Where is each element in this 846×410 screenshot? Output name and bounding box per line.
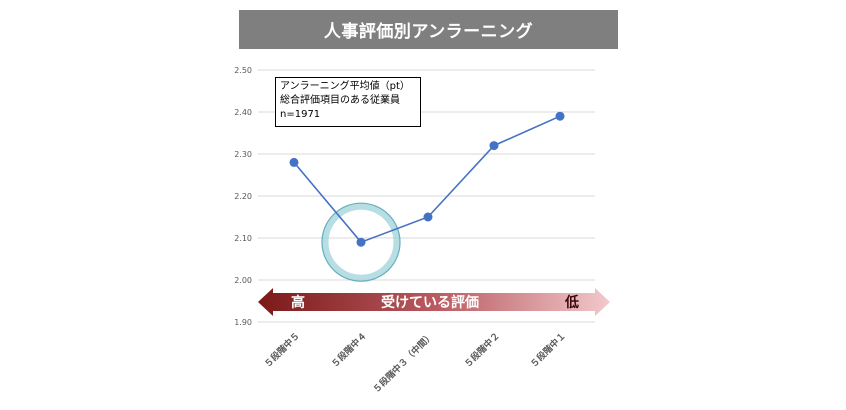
- annotation-line-2: 総合評価項目のある従業員: [280, 95, 400, 106]
- arrow-left-label: 高: [291, 294, 305, 311]
- y-tick-label: 2.40: [234, 108, 252, 117]
- y-axis: 1.90 2.00 2.10 2.20 2.30 2.40 2.50: [234, 66, 252, 327]
- annotation-line-1: アンラーニング平均値（pt）: [280, 81, 410, 92]
- evaluation-arrow: 高 受けている評価 低: [258, 288, 610, 316]
- arrow-center-label: 受けている評価: [381, 294, 479, 311]
- highlight-ring-outline: [321, 202, 401, 282]
- x-axis: ５段階中５ ５段階中４ ５段階中３（中間） ５段階中２ ５段階中１: [262, 330, 568, 396]
- y-tick-label: 2.30: [234, 150, 252, 159]
- x-tick-label: ５段階中３（中間）: [370, 330, 436, 396]
- highlight-ring: [321, 202, 401, 282]
- chart-title-bar: 人事評価別アンラーニング: [239, 10, 618, 49]
- series-line: [289, 111, 565, 247]
- chart-title: 人事評価別アンラーニング: [323, 22, 534, 42]
- y-tick-label: 2.20: [234, 192, 252, 201]
- annotation-line-3: n=1971: [280, 109, 321, 120]
- data-point: [289, 157, 299, 167]
- data-point: [489, 141, 499, 151]
- y-tick-label: 2.50: [234, 66, 252, 75]
- data-point: [356, 237, 366, 247]
- y-tick-label: 2.10: [234, 234, 252, 243]
- y-tick-label: 2.00: [234, 276, 252, 285]
- annotation-box: アンラーニング平均値（pt） 総合評価項目のある従業員 n=1971: [275, 77, 421, 127]
- x-tick-label: ５段階中１: [528, 330, 568, 370]
- data-point: [555, 111, 565, 121]
- arrow-right-label: 低: [564, 294, 579, 311]
- highlight-circle: [321, 202, 401, 282]
- y-tick-label: 1.90: [234, 318, 252, 327]
- data-point: [423, 212, 433, 222]
- x-tick-label: ５段階中５: [262, 330, 302, 370]
- x-tick-label: ５段階中４: [329, 330, 369, 370]
- x-tick-label: ５段階中２: [462, 330, 502, 370]
